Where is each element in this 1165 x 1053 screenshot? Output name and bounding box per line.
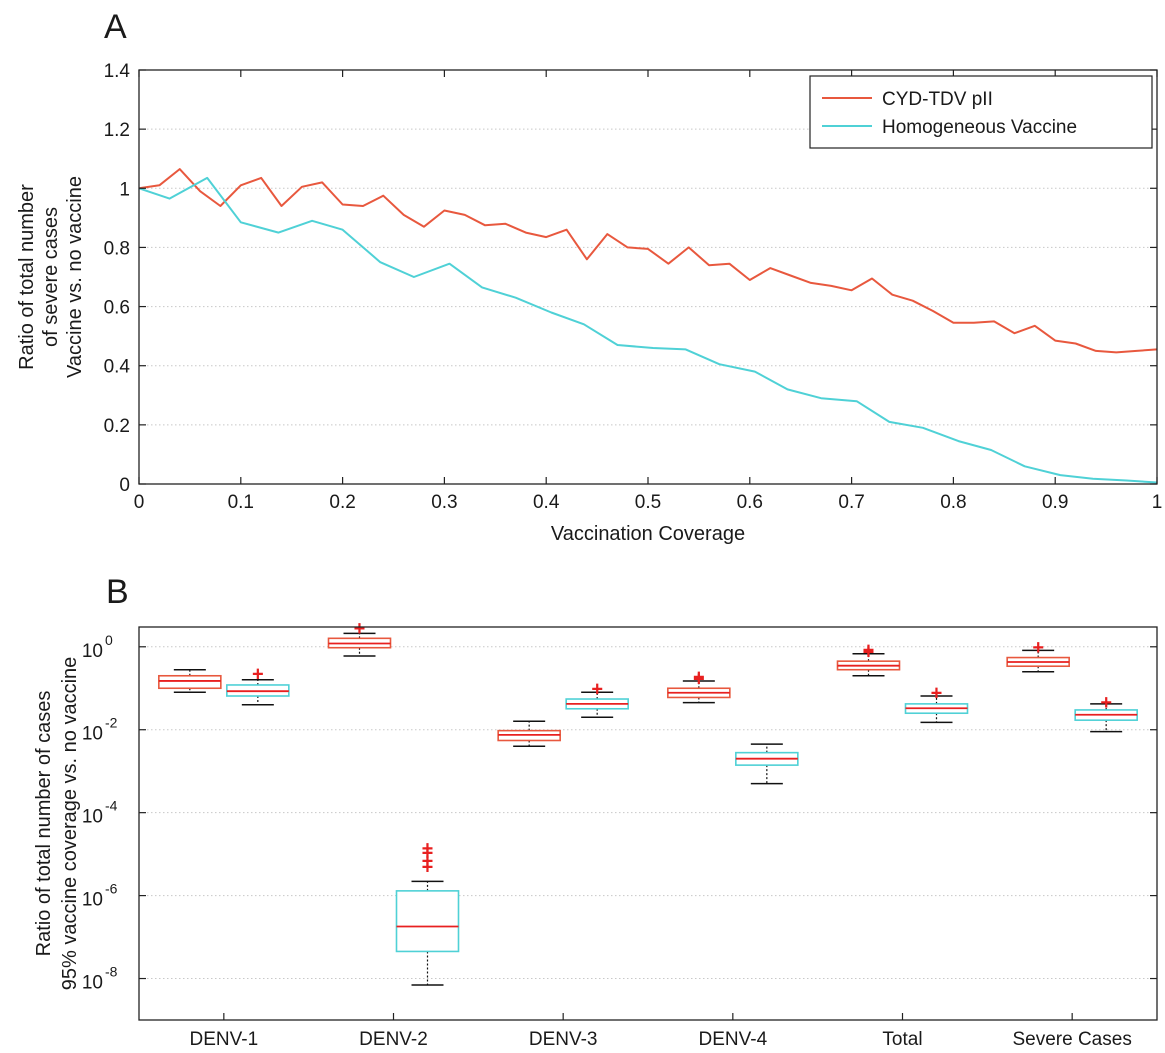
outlier-marker: + [1100,692,1112,714]
box-denv-1-homogeneous: + [226,663,290,706]
outlier-marker: + [422,838,434,860]
y-tick-label-b-exponent: -4 [105,798,118,814]
panel-a-chart: 0 0.1 0.2 0.3 0.4 0.5 0.6 0.7 0.8 0.9 1 0 0.2 0.4 0.6 0… [16,61,1162,545]
y-axis-label-b-line: 95% vaccine coverage vs. no vaccine [59,657,81,991]
y-tick-label-a: 1.2 [104,120,130,141]
box-severe-cases-homogeneous: + [1074,692,1138,733]
box-denv-4-cyd-tdv: ++ [667,667,731,704]
x-tick-label-a: 0.4 [533,492,560,513]
series-line-homogeneous [138,176,1158,484]
outlier-marker: + [863,640,875,662]
axes-box-b [138,626,1158,1021]
box-total-homogeneous: + [904,682,969,724]
x-tick-label-a: 0.1 [228,492,254,513]
outlier-marker: + [354,618,366,640]
outlier-marker: + [1032,637,1044,659]
y-axis-label-a-line: Vaccine vs. no vaccine [64,176,86,378]
x-tick-label-b: Total [882,1029,922,1050]
y-tick-label-b-base: 10 [82,724,103,745]
y-tick-label-b-exponent: -8 [105,964,118,980]
x-tick-label-a: 0.6 [737,492,763,513]
box-denv-3-cyd-tdv [497,720,561,747]
y-tick-label-a: 0 [119,475,130,496]
box-severe-cases-cyd-tdv: + [1006,637,1070,673]
panel-b-letter: B [106,573,129,611]
outlier-marker: + [693,669,705,691]
legend-label-cyd-tdv: CYD-TDV pII [882,89,993,110]
outlier-marker: + [252,663,264,685]
box-denv-2-homogeneous: ++++ [395,838,460,986]
y-axis-label-a-line: Ratio of total number [16,184,38,370]
series-line-cyd-tdv [138,168,1158,354]
legend-box [809,75,1153,149]
x-tick-label-a: 0.5 [635,492,661,513]
y-tick-label-a: 1 [119,179,130,200]
outlier-marker: + [422,842,434,864]
x-tick-label-a: 0.3 [431,492,457,513]
y-tick-label-a: 0.2 [104,416,130,437]
y-tick-label-b-exponent: -6 [105,881,118,897]
y-tick-label-b-base: 10 [82,807,103,828]
x-axis-label-a: Vaccination Coverage [551,523,745,545]
box-denv-1-cyd-tdv [158,668,222,694]
x-tick-label-a: 0.9 [1042,492,1068,513]
legend-a: CYD-TDV pII Homogeneous Vaccine [809,75,1153,149]
plot-area-b [139,627,1157,1020]
box-total-cyd-tdv: ++ [836,640,901,677]
x-tick-label-b: DENV-2 [359,1029,428,1050]
x-tick-label-a: 1 [1152,492,1163,513]
box-denv-4-homogeneous [735,743,799,785]
y-tick-label-a: 0.8 [104,238,130,259]
y-tick-label-b-base: 10 [82,890,103,911]
box-denv-2-cyd-tdv: + [327,618,392,657]
outlier-marker: + [693,667,705,689]
x-tick-label-a: 0 [134,492,145,513]
x-tick-label-a: 0.2 [329,492,355,513]
y-tick-label-a: 0.4 [104,357,131,378]
panel-a-letter: A [104,8,127,46]
x-tick-label-a: 0.8 [940,492,966,513]
x-tick-label-b: DENV-3 [529,1029,598,1050]
panel-b-chart: +++++ +++++++ + +DENV-1 DENV-2 DENV-3 DENV-4 To… [33,618,1158,1050]
box-iqr [395,890,460,953]
x-tick-label-a: 0.7 [838,492,864,513]
outlier-marker: + [931,682,943,704]
outlier-marker: + [863,641,875,663]
y-axis-label-b-line: Ratio of total number of cases [33,691,55,957]
box-iqr [158,674,222,690]
y-tick-label-a: 1.4 [104,61,131,82]
legend-label-homogeneous: Homogeneous Vaccine [882,117,1077,138]
x-tick-label-b: Severe Cases [1012,1029,1131,1050]
box-denv-3-homogeneous: + [565,678,629,718]
y-tick-label-a: 0.6 [104,298,130,319]
y-tick-label-b-exponent: 0 [105,632,113,648]
y-tick-label-b-base: 10 [82,641,103,662]
x-tick-label-b: DENV-4 [699,1029,768,1050]
outlier-marker: + [422,851,434,873]
outlier-marker: + [422,857,434,879]
y-tick-label-b-base: 10 [82,973,103,994]
outlier-marker: + [591,678,603,700]
y-axis-label-a-line: of severe cases [40,207,62,347]
y-tick-label-b-exponent: -2 [105,715,118,731]
x-tick-label-b: DENV-1 [190,1029,259,1050]
